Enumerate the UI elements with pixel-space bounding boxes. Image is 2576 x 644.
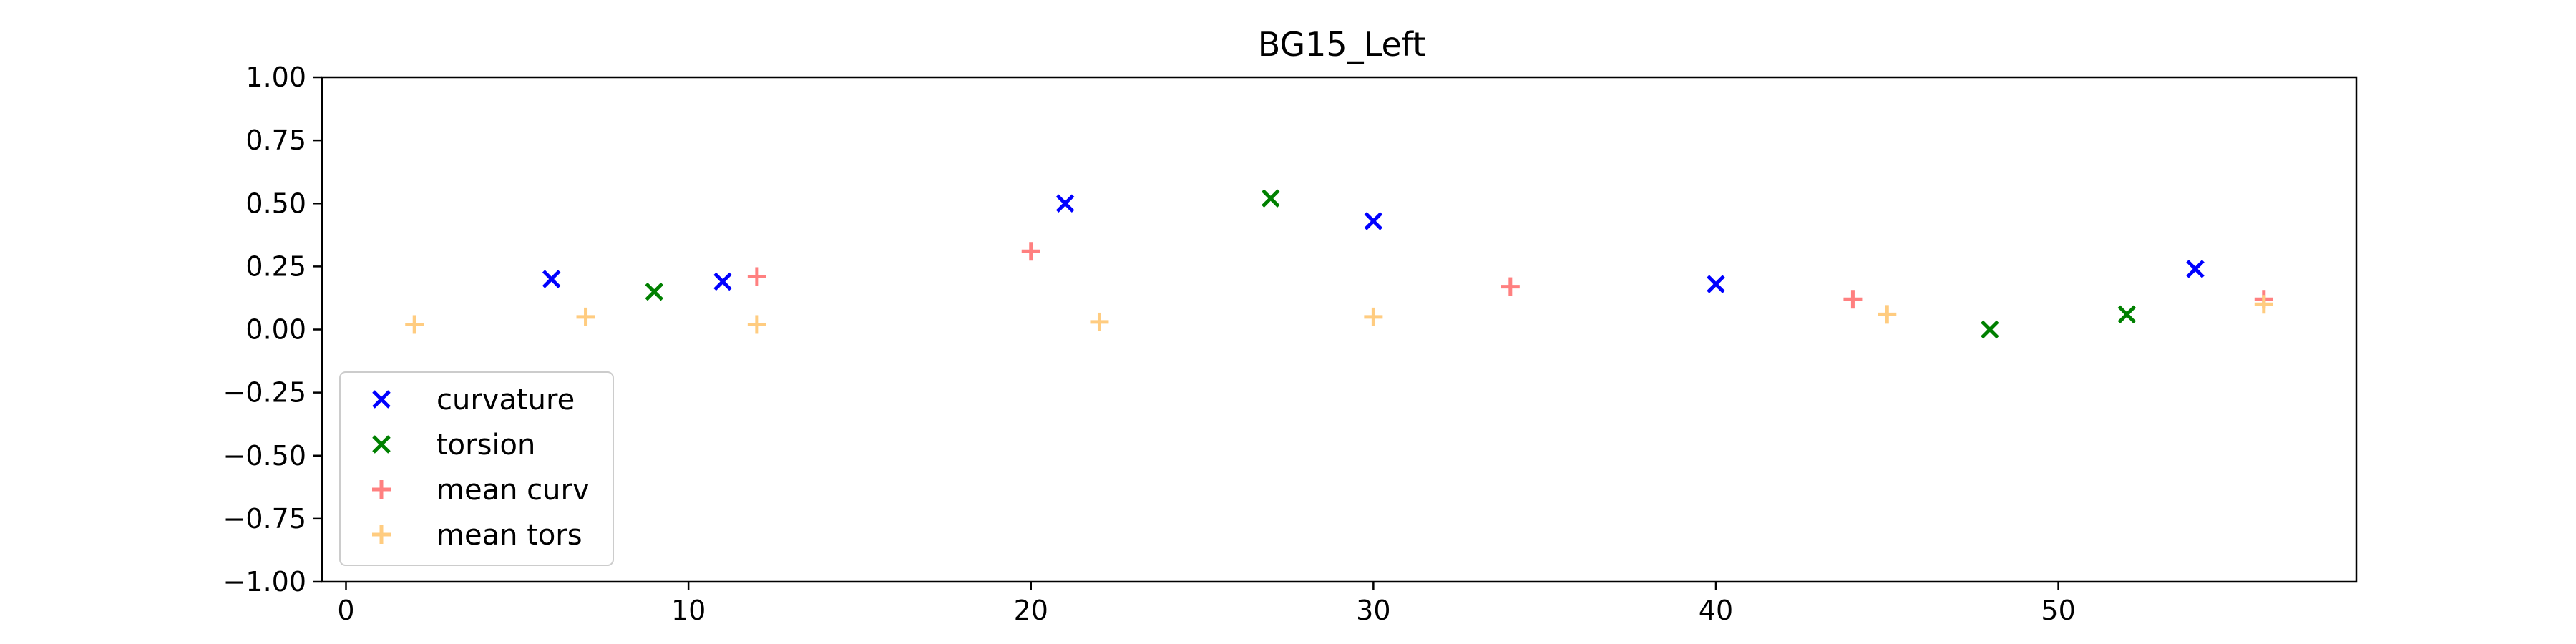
series-mean-tors [405,295,2273,334]
data-point [405,315,424,334]
legend-entry: mean tors [372,519,582,552]
legend-label: curvature [436,384,575,416]
data-point [576,307,595,326]
legend-entry: mean curv [372,474,590,507]
x-tick-label: 40 [1699,595,1733,626]
legend-marker [372,390,391,409]
legend-marker [372,480,391,499]
data-point [1878,305,1897,324]
y-tick-label: 1.00 [245,62,306,93]
legend-entry: torsion [372,429,535,462]
x-tick-label: 20 [1014,595,1048,626]
axes: 0 10 20 30 40 50 −1.00 −0.75 −0.50 −0.25 0.00 0.25 0… [223,62,2358,626]
series-torsion [645,189,2137,339]
data-point [747,315,766,334]
y-tick-label: −0.75 [223,503,306,535]
series-mean-curv [747,242,2273,309]
legend-box [339,371,614,566]
x-tick-label: 30 [1356,595,1390,626]
data-point [1262,189,1280,208]
x-tick-label: 0 [337,595,354,626]
legend-label: mean tors [436,519,582,552]
data-point [542,270,561,288]
y-tick-label: −0.50 [223,440,306,472]
data-point [1364,307,1383,326]
series-curvature [542,194,2205,293]
y-tick-label: 0.50 [245,187,306,219]
data-point [1055,194,1075,213]
plot-frame [321,76,2358,583]
data-point [713,272,732,291]
legend-marker [372,435,391,454]
legend-label: torsion [436,429,535,462]
y-tick-label: −1.00 [223,566,306,597]
data-point [1364,212,1383,230]
data-point [2117,305,2137,324]
legend-marker [372,525,391,544]
y-tick-label: −0.25 [223,377,306,409]
y-tick-label: 0.25 [245,250,306,282]
data-point [2186,260,2205,278]
y-tick-label: 0.75 [245,125,306,156]
chart-title: BG15_Left [1258,25,1425,64]
x-tick-label: 50 [2041,595,2075,626]
legend-entry: curvature [372,384,575,416]
data-point [645,282,664,301]
legend: curvature torsion mean curv mean tors [339,371,614,566]
data-point [1501,277,1520,296]
data-point [1090,312,1109,331]
data-point [1021,242,1040,261]
data-point [1707,275,1725,293]
data-point [1981,320,1999,339]
y-tick-label: 0.00 [245,314,306,346]
data-point [747,267,766,286]
data-point [2254,295,2273,314]
plot-area [405,189,2273,339]
data-point [1843,290,1863,309]
legend-label: mean curv [436,474,590,507]
x-tick-label: 10 [671,595,706,626]
